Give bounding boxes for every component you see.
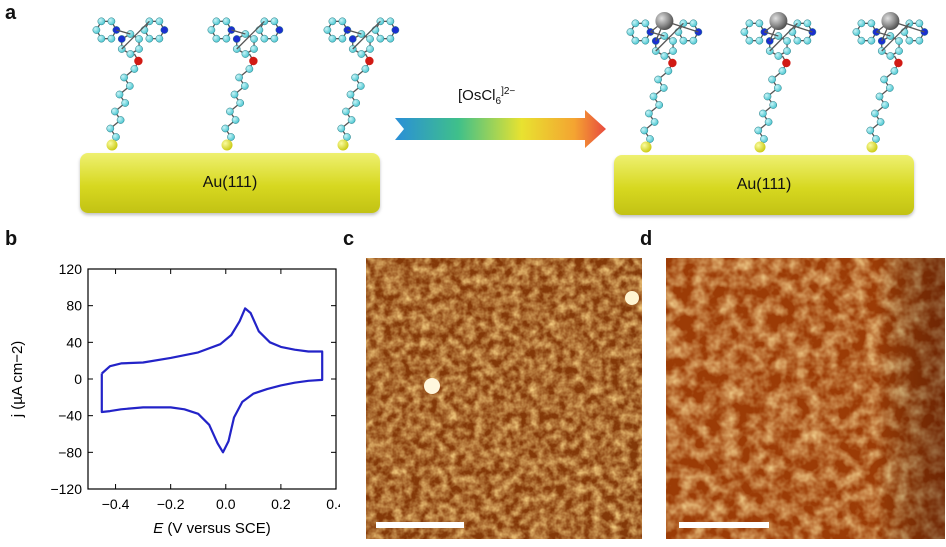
reagent-label: [OsCl6]2− (458, 86, 516, 107)
reaction-arrow (395, 110, 606, 148)
oxygen-atom (782, 58, 791, 68)
osmium-atom (769, 12, 788, 30)
y-tick-label: −80 (58, 444, 82, 460)
y-tick-label: 0 (74, 371, 82, 387)
panel-label-a: a (5, 2, 17, 24)
y-tick-label: −120 (50, 481, 82, 497)
sulfur-atom (754, 141, 766, 153)
cv-curve (100, 307, 324, 454)
sulfur-atom (106, 139, 118, 151)
terpyridine-molecule (207, 17, 284, 151)
substrate-label-left: Au(111) (202, 174, 258, 191)
terpyridine-molecule (92, 17, 169, 151)
scale-bar-c (376, 522, 464, 528)
stm-image-d (666, 258, 945, 539)
os-complex-molecule (740, 12, 817, 153)
sulfur-atom (221, 139, 233, 151)
y-tick-label: 40 (66, 334, 82, 350)
y-tick-label: −40 (58, 408, 82, 424)
oxygen-atom (668, 58, 677, 68)
y-tick-label: 80 (66, 298, 82, 314)
gold-substrate-right: Au(111) (614, 155, 914, 215)
os-complex-molecule (852, 12, 929, 153)
sulfur-atom (866, 141, 878, 153)
oxygen-atom (365, 56, 374, 66)
stm-image-c (366, 258, 642, 539)
terpyridine-molecule (323, 17, 400, 151)
sulfur-atom (640, 141, 652, 153)
x-axis-label: E (V versus SCE) (153, 520, 271, 537)
gold-substrate-left: Au(111) (80, 153, 380, 213)
substrate-label-right: Au(111) (736, 176, 792, 193)
osmium-atom (881, 12, 900, 30)
panel-label-b: b (5, 228, 18, 250)
panel-label-d: d (640, 228, 653, 250)
panel-a-schematic (92, 12, 929, 153)
oxygen-atom (894, 58, 903, 68)
x-tick-label: 0.4 (326, 496, 340, 512)
plot-frame (87, 268, 337, 490)
x-tick-label: 0.2 (271, 496, 291, 512)
oxygen-atom (249, 56, 258, 66)
y-axis-label: j (µA cm−2) (9, 341, 26, 419)
x-tick-label: 0.0 (216, 496, 236, 512)
y-tick-label: 120 (59, 261, 83, 277)
stm-bright-spot (625, 291, 639, 305)
sulfur-atom (337, 139, 349, 151)
cv-chart: 120 80 40 0 −40 −80 −120 −0.4 −0.2 0.0 0.2 0.4 E (V … (9, 261, 340, 537)
x-tick-label: −0.2 (157, 496, 185, 512)
oxygen-atom (134, 56, 143, 66)
stm-bright-spot (424, 378, 440, 394)
scale-bar-d (679, 522, 769, 528)
osmium-atom (655, 12, 674, 30)
panel-label-c: c (343, 228, 355, 250)
x-tick-label: −0.4 (102, 496, 130, 512)
os-complex-molecule (626, 12, 703, 153)
